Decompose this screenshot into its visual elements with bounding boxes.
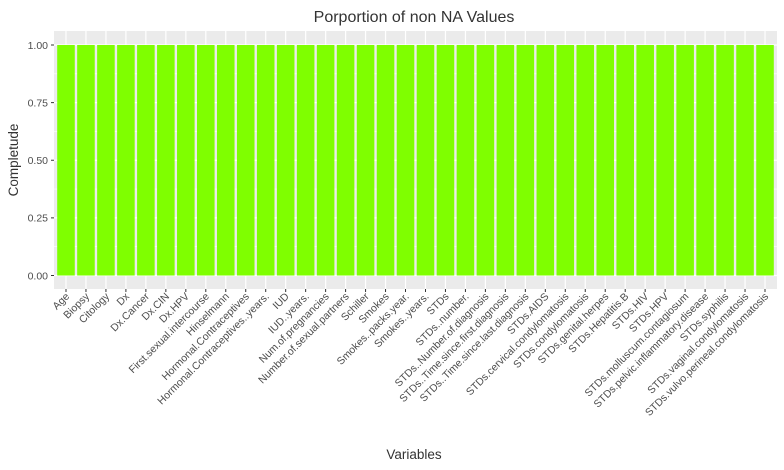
- bar-iud-years: [296, 45, 315, 276]
- bar-biopsy: [77, 45, 95, 276]
- bar-stds-syphilis: [716, 45, 734, 276]
- y-axis: 0.00 0.25 0.50 0.75 1.00: [28, 40, 54, 282]
- chart-title: Porportion of non NA Values: [314, 9, 515, 26]
- y-axis-title: Completude: [6, 124, 21, 197]
- bar-smokes: [376, 45, 395, 276]
- bar-stds-vaginal-condylomatosis: [736, 45, 754, 276]
- bar-age: [57, 45, 75, 276]
- bar-stds-hiv: [636, 45, 654, 276]
- bar-stds: [436, 45, 455, 276]
- bar-num-of-pregnancies: [316, 45, 335, 276]
- bar-first-sexual-intercourse: [197, 45, 215, 276]
- y-tick-label: 1.00: [28, 40, 49, 52]
- y-tick-label: 0.25: [28, 213, 49, 225]
- y-tick-label: 0.00: [28, 270, 49, 282]
- bar-stds-hepatitis-b: [616, 45, 634, 276]
- y-tick-label: 0.75: [28, 97, 49, 109]
- bar-stds-condylomatosis: [576, 45, 595, 276]
- bar-stds-aids: [536, 45, 555, 276]
- bar-stds-cervical-condylomatosis: [556, 45, 575, 276]
- bar-number-of-sexual-partners: [336, 45, 355, 276]
- bar-dx-hpv: [177, 45, 195, 276]
- bars: [57, 45, 774, 276]
- x-axis-title: Variables: [386, 447, 442, 462]
- bar-iud: [276, 45, 295, 276]
- bar-stds-molluscum-contagiosum: [676, 45, 694, 276]
- bar-hinselmann: [216, 45, 235, 276]
- bar-citology: [97, 45, 115, 276]
- bar-stds-number: [456, 45, 475, 276]
- y-tick-label: 0.50: [28, 155, 49, 167]
- bar-stds-genital-herpes: [596, 45, 615, 276]
- bar-hormonal-contraceptives: [236, 45, 255, 276]
- bar-smokes-years: [416, 45, 435, 276]
- bar-hormonal-contraceptives-years: [256, 45, 275, 276]
- bar-dx: [117, 45, 135, 276]
- bar-dx-cin: [157, 45, 175, 276]
- bar-stds-vulvo-perineal-condylomatosis: [756, 45, 774, 276]
- bar-stds-pelvic-inflammatory-disease: [696, 45, 714, 276]
- bar-schiller: [356, 45, 375, 276]
- bar-stds-hpv: [656, 45, 674, 276]
- bar-stds-time-since-first-diagnosis: [496, 45, 515, 276]
- bar-stds-number-of-diagnosis: [476, 45, 495, 276]
- bar-smokes-packs-year: [396, 45, 415, 276]
- bar-stds-time-since-last-diagnosis: [516, 45, 535, 276]
- bar-dx-cancer: [137, 45, 155, 276]
